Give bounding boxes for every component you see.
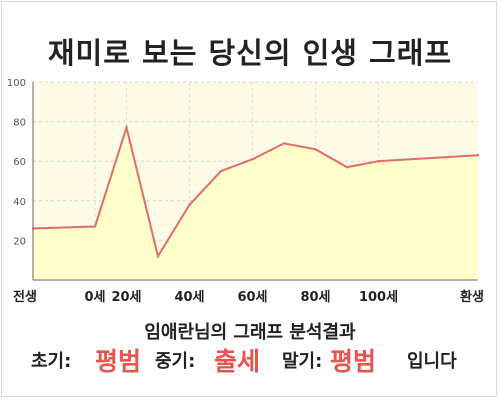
data-point [476, 154, 480, 157]
x-tick-label: 전생 [13, 289, 37, 305]
data-point [377, 160, 380, 163]
x-tick-label: 20세 [111, 290, 141, 305]
y-tick-label: 40 [13, 197, 26, 208]
data-point [156, 255, 160, 258]
early-stage-value: 평범 [95, 347, 142, 376]
y-tick-label: 100 [7, 78, 26, 89]
x-tick-labels: 전생 0세 20세 40세 60세 80세 100세 환생 [13, 289, 484, 305]
middle-stage-value: 출세 [214, 347, 261, 376]
data-point [251, 158, 254, 161]
series-line [32, 123, 479, 259]
y-tick-labels: 20 40 60 80 100 [7, 78, 26, 247]
data-point [125, 126, 128, 129]
x-tick-label: 40세 [174, 290, 204, 305]
x-tick-label: 환생 [460, 289, 484, 305]
early-stage-label: 초기: [31, 351, 72, 372]
y-tick-label: 60 [13, 157, 26, 168]
data-point [219, 169, 223, 173]
x-tick-label: 100세 [359, 290, 398, 305]
data-point [188, 203, 191, 206]
late-stage-value: 평범 [330, 347, 377, 376]
series-area-fill [33, 127, 478, 280]
y-tick-label: 20 [13, 236, 26, 247]
chart-title: 재미로 보는 당신의 인생 그래프 [47, 36, 453, 70]
x-tick-label: 60세 [237, 290, 267, 305]
data-point [282, 142, 286, 145]
data-point [345, 165, 349, 169]
analysis-result: 초기: 평범 중기: 출세 말기: 평범 입니다 [0, 344, 500, 380]
middle-stage-label: 중기: [155, 351, 196, 372]
result-ending: 입니다 [407, 351, 457, 372]
analysis-summary: 임애란님의 그래프 분석결과 [144, 322, 356, 343]
x-tick-label: 0세 [84, 290, 105, 305]
x-tick-label: 80세 [300, 290, 330, 305]
data-point [93, 225, 97, 228]
data-points [31, 126, 480, 258]
late-stage-label: 말기: [282, 351, 323, 372]
y-tick-label: 80 [13, 118, 26, 129]
data-point [314, 148, 317, 151]
